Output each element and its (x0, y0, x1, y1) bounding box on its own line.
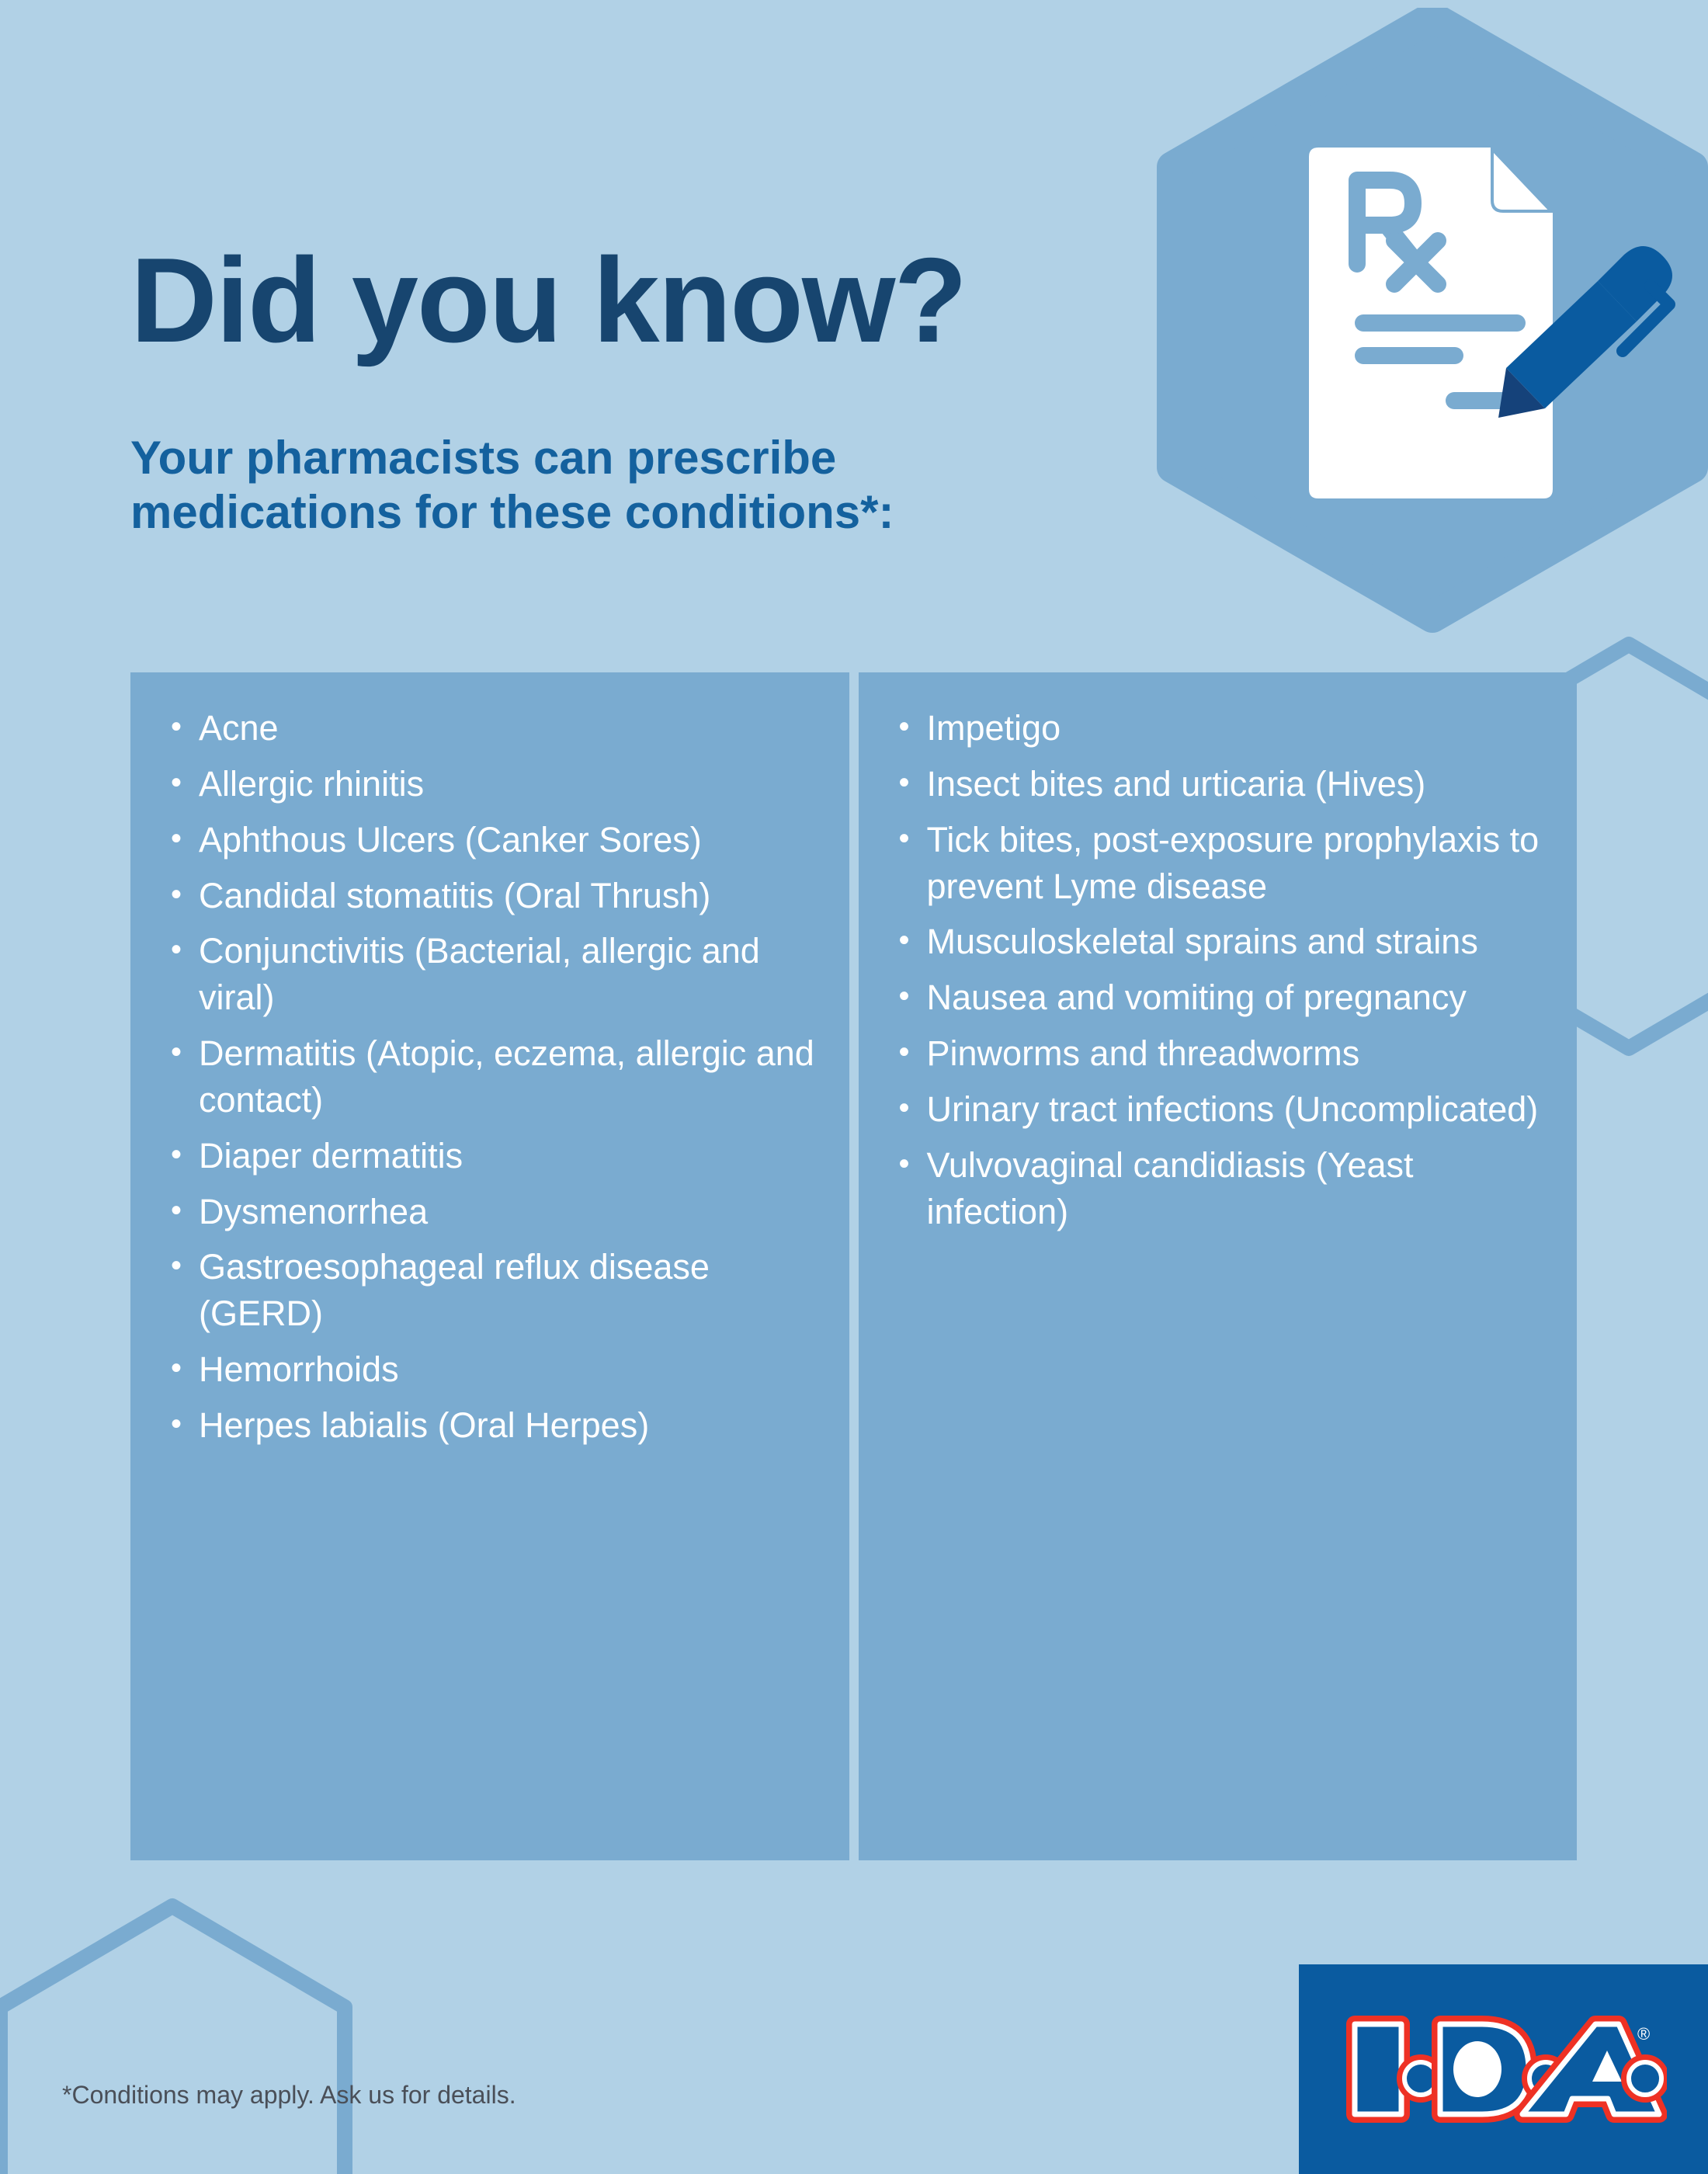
condition-list-item: Aphthous Ulcers (Canker Sores) (154, 815, 826, 863)
page-subtitle-line2: medications for these conditions*: (130, 486, 894, 539)
footnote-text: *Conditions may apply. Ask us for detail… (62, 2081, 516, 2109)
condition-list-item: Gastroesophageal reflux disease (GERD) (154, 1242, 826, 1337)
condition-list-item: Urinary tract infections (Uncomplicated) (882, 1085, 1554, 1133)
prescription-document-icon (1157, 8, 1708, 633)
page-subtitle: Your pharmacists can prescribe medicatio… (130, 431, 1124, 540)
conditions-list-left: Acne Allergic rhinitis Aphthous Ulcers (Ca… (154, 703, 826, 1449)
conditions-panels: Acne Allergic rhinitis Aphthous Ulcers (Ca… (130, 672, 1577, 1860)
ida-logo-block: ® (1299, 1964, 1708, 2174)
document-line (1355, 347, 1463, 364)
condition-list-item: Insect bites and urticaria (Hives) (882, 759, 1554, 807)
hexagon-outline-icon (0, 1898, 352, 2174)
condition-list-item: Allergic rhinitis (154, 759, 826, 807)
conditions-list-right: Impetigo Insect bites and urticaria (Hive… (882, 703, 1554, 1235)
rx-x-glyph (1386, 232, 1446, 293)
condition-list-item: Candidal stomatitis (Oral Thrush) (154, 871, 826, 919)
condition-list-item: Hemorrhoids (154, 1345, 826, 1393)
page-title: Did you know? (130, 232, 967, 367)
registered-trademark-icon: ® (1637, 2024, 1650, 2044)
document-line (1355, 314, 1526, 332)
condition-list-item: Musculoskeletal sprains and strains (882, 917, 1554, 965)
condition-list-item: Acne (154, 703, 826, 752)
condition-list-item: Pinworms and threadworms (882, 1029, 1554, 1077)
page-fold-corner (1491, 144, 1555, 213)
condition-list-item: Tick bites, post-exposure prophylaxis to… (882, 815, 1554, 910)
condition-list-item: Herpes labialis (Oral Herpes) (154, 1401, 826, 1449)
condition-list-item: Diaper dermatitis (154, 1131, 826, 1179)
condition-list-item: Impetigo (882, 703, 1554, 752)
condition-list-item: Nausea and vomiting of pregnancy (882, 973, 1554, 1021)
conditions-panel-right: Impetigo Insect bites and urticaria (Hive… (858, 672, 1577, 1860)
pen-icon (1498, 245, 1675, 418)
condition-list-item: Vulvovaginal candidiasis (Yeast infectio… (882, 1141, 1554, 1235)
condition-list-item: Dysmenorrhea (154, 1187, 826, 1235)
condition-list-item: Dermatitis (Atopic, eczema, allergic and… (154, 1029, 826, 1123)
conditions-panel-left: Acne Allergic rhinitis Aphthous Ulcers (Ca… (130, 672, 849, 1860)
page-subtitle-line1: Your pharmacists can prescribe (130, 432, 837, 484)
ida-logo: ® (1345, 2016, 1667, 2123)
ida-logo-mark (1345, 2016, 1667, 2123)
condition-list-item: Conjunctivitis (Bacterial, allergic and … (154, 926, 826, 1021)
